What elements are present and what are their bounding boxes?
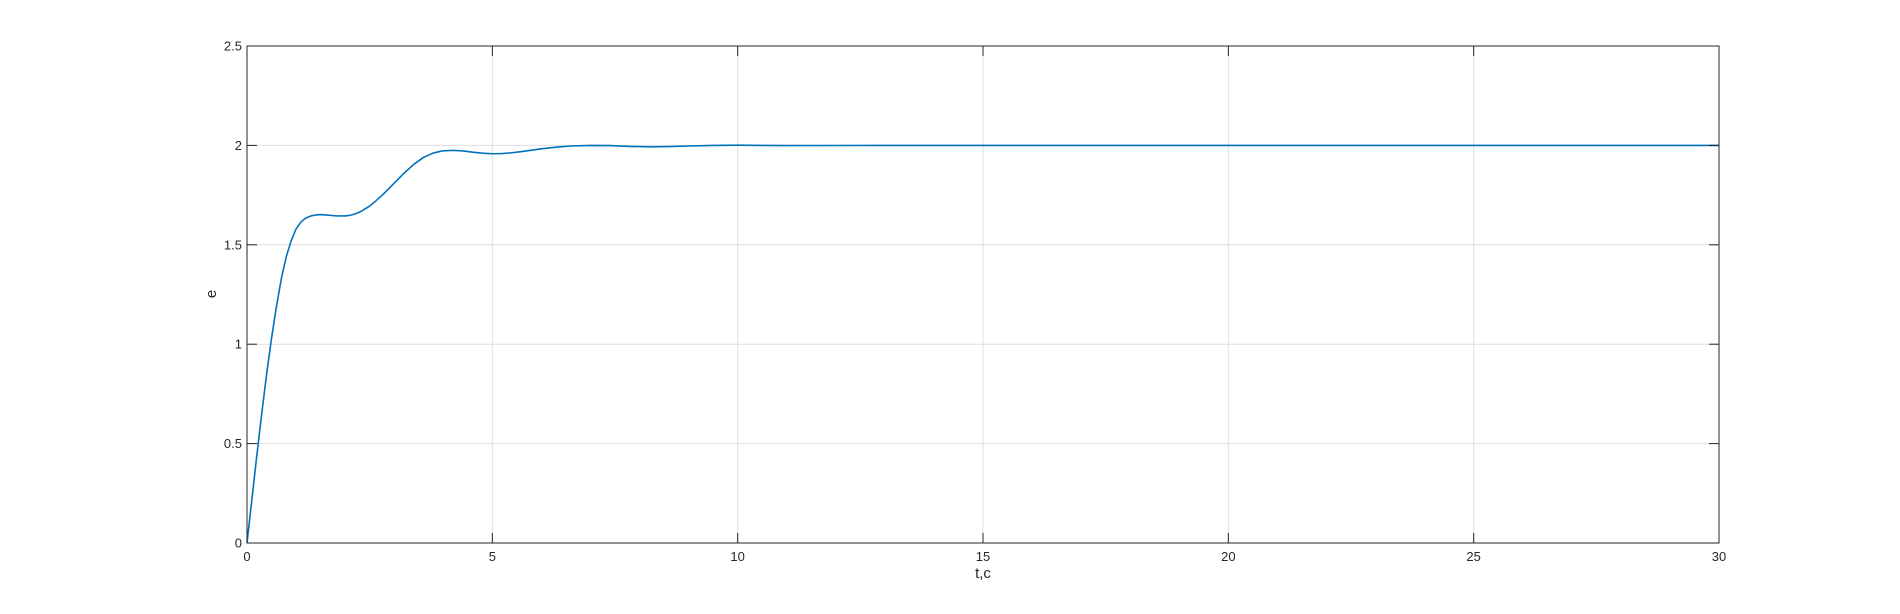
y-tick-label-5: 2.5 — [224, 39, 242, 54]
y-tick-label-2: 1 — [235, 337, 242, 352]
x-axis-label: t,c — [975, 565, 991, 582]
y-tick-label-0: 0 — [235, 536, 242, 551]
series-line-0 — [246, 144, 1719, 544]
y-tick-label-4: 2 — [235, 138, 242, 153]
x-tick-label-4: 20 — [1221, 549, 1235, 564]
x-tick-label-2: 10 — [730, 549, 744, 564]
x-tick-label-3: 15 — [976, 549, 990, 564]
y-axis-label: e — [203, 290, 220, 298]
x-tick-label-0: 0 — [243, 549, 250, 564]
x-tick-label-5: 25 — [1466, 549, 1480, 564]
x-tick-label-6: 30 — [1712, 549, 1726, 564]
y-tick-label-3: 1.5 — [224, 237, 242, 252]
y-tick-label-1: 0.5 — [224, 436, 242, 451]
x-tick-label-1: 5 — [489, 549, 496, 564]
series-layer — [246, 144, 1719, 544]
ticks — [246, 45, 1720, 544]
tick-labels: 0 5 10 15 20 25 30 0 0.5 1 1.5 2 2.5 — [224, 39, 1726, 565]
